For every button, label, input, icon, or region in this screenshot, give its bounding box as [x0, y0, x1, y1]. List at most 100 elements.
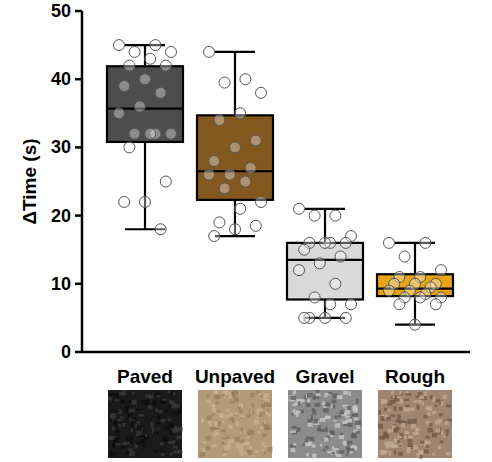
data-point — [309, 210, 320, 221]
texture-speck — [382, 450, 387, 453]
data-point — [114, 40, 125, 51]
whisker — [414, 243, 416, 274]
texture-speck — [446, 404, 451, 407]
texture-speck — [351, 413, 354, 416]
texture-speck — [130, 422, 133, 427]
plot-area — [107, 40, 453, 331]
texture-speck — [425, 436, 427, 438]
x-tick-label: Gravel — [295, 366, 354, 387]
data-point — [129, 128, 140, 139]
texture-speck — [409, 408, 415, 411]
texture-speck — [261, 442, 264, 447]
texture-speck — [425, 441, 431, 444]
texture-speck — [232, 418, 234, 423]
texture-speck — [264, 393, 270, 397]
texture-speck — [411, 424, 416, 428]
texture-image — [288, 390, 362, 458]
texture-speck — [419, 401, 421, 404]
texture-speck — [346, 418, 352, 422]
data-point — [119, 196, 130, 207]
texture-speck — [432, 453, 435, 456]
texture-speck — [354, 447, 357, 450]
box — [287, 243, 363, 300]
texture-speck — [445, 420, 449, 424]
box — [197, 115, 273, 200]
x-tick-label: Rough — [385, 366, 445, 387]
texture-speck — [169, 400, 173, 404]
texture-speck — [111, 416, 113, 421]
texture-speck — [212, 445, 218, 448]
y-tick — [75, 78, 82, 81]
data-point — [129, 46, 140, 57]
texture-speck — [432, 411, 436, 414]
texture-speck — [381, 399, 387, 404]
texture-speck — [339, 450, 344, 453]
data-point — [145, 128, 156, 139]
y-tick-label: 10 — [51, 274, 71, 294]
texture-speck — [308, 419, 313, 423]
texture-image — [198, 390, 272, 458]
data-point — [230, 224, 241, 235]
texture-speck — [113, 393, 116, 396]
texture-speck — [212, 408, 217, 413]
texture-speck — [297, 411, 301, 414]
texture-speck — [131, 412, 133, 415]
data-point — [150, 40, 161, 51]
data-point — [124, 60, 135, 71]
texture-speck — [248, 450, 253, 455]
texture-speck — [397, 415, 400, 420]
texture-speck — [225, 445, 230, 450]
y-tick — [75, 283, 82, 286]
y-axis-label: ΔTime (s) — [19, 138, 40, 224]
texture-speck — [118, 419, 123, 421]
texture-speck — [205, 436, 210, 441]
texture-speck — [293, 390, 296, 394]
texture-speck — [432, 433, 437, 437]
texture-speck — [153, 431, 159, 434]
data-point — [160, 60, 171, 71]
texture-speck — [247, 431, 252, 435]
texture-speck — [137, 421, 140, 425]
texture-speck — [131, 436, 134, 440]
texture-speck — [325, 402, 330, 406]
texture-speck — [156, 422, 161, 425]
y-axis — [81, 11, 84, 352]
texture-speck — [249, 445, 252, 449]
texture-speck — [115, 399, 119, 401]
texture-speck — [381, 416, 385, 421]
texture-speck — [347, 448, 353, 452]
texture-speck — [161, 448, 163, 451]
x-axis — [82, 351, 470, 354]
texture-speck — [122, 423, 125, 427]
texture-speck — [405, 431, 409, 434]
texture-speck — [238, 407, 242, 410]
data-point — [430, 299, 441, 310]
texture-speck — [396, 420, 401, 423]
texture-speck — [214, 430, 219, 435]
texture-speck — [227, 392, 229, 395]
texture-speck — [234, 398, 239, 402]
data-point — [420, 237, 431, 248]
texture-speck — [439, 440, 443, 443]
texture-speck — [214, 391, 219, 393]
texture-speck — [427, 406, 432, 411]
whisker — [144, 142, 146, 229]
texture-speck — [170, 412, 173, 414]
y-tick — [75, 10, 82, 13]
texture-speck — [155, 449, 157, 452]
chart: 01020304050ΔTime (s)PavedUnpavedGravelRo… — [0, 0, 492, 462]
texture-speck — [419, 450, 423, 454]
texture-speck — [297, 427, 301, 431]
data-point — [119, 81, 130, 92]
data-point — [346, 299, 357, 310]
texture-speck — [127, 437, 129, 441]
texture-speck — [404, 399, 409, 401]
texture-speck — [352, 406, 357, 411]
texture-speck — [236, 443, 241, 448]
texture-speck — [312, 454, 316, 459]
texture-speck — [249, 411, 254, 414]
texture-speck — [383, 432, 388, 435]
texture-speck — [325, 416, 330, 420]
texture-speck — [404, 436, 407, 439]
texture-speck — [217, 410, 221, 412]
